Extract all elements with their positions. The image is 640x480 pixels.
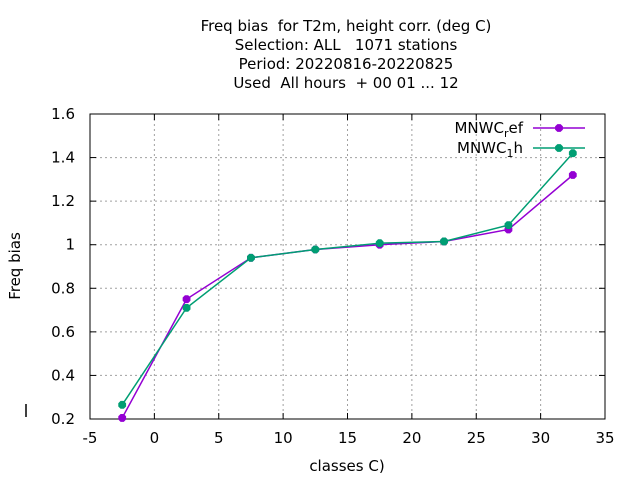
x-tick-label: 35 <box>595 429 614 447</box>
title-line-1: Freq bias for T2m, height corr. (deg C) <box>200 17 492 35</box>
title-line-3: Period: 20220816-20220825 <box>238 55 454 73</box>
y-tick-label: 0.4 <box>51 366 75 384</box>
y-tick-label: 1.6 <box>51 105 75 123</box>
series-mnwc-ref <box>118 171 577 422</box>
data-point <box>568 149 577 158</box>
x-tick-label: 5 <box>214 429 224 447</box>
series-line <box>121 174 574 419</box>
series-line <box>121 152 574 406</box>
y-tick-label: 1 <box>65 236 75 254</box>
data-point <box>440 237 448 246</box>
y-tick-label: 0.6 <box>51 323 75 341</box>
series-mnwc-1h <box>118 149 577 409</box>
y-tick-label: 0.8 <box>51 279 75 297</box>
data-point <box>311 245 320 254</box>
x-axis-label: classes C) <box>309 457 384 475</box>
data-point <box>182 303 191 312</box>
data-point <box>555 124 563 132</box>
axes: -5 0 5 10 15 20 25 30 35 0.2 0.4 0.6 0.8 1 1.2 1.4 1.6 <box>51 105 614 447</box>
data-point <box>555 144 563 152</box>
grid <box>90 114 605 419</box>
title-line-4: Used All hours + 00 01 ... 12 <box>233 74 459 92</box>
series-group <box>118 149 577 422</box>
x-tick-label: 15 <box>338 429 357 447</box>
data-point <box>118 413 127 422</box>
y-tick-label: 1.4 <box>51 149 75 167</box>
x-tick-label: 25 <box>467 429 486 447</box>
x-tick-label: 10 <box>274 429 293 447</box>
y-tick-label: 0.2 <box>51 410 75 428</box>
data-point <box>247 253 255 262</box>
y-axis-label: Freq bias <box>6 232 24 300</box>
x-tick-label: -5 <box>83 429 98 447</box>
data-point <box>118 400 127 409</box>
x-tick-label: 20 <box>402 429 421 447</box>
x-tick-label: 30 <box>531 429 550 447</box>
data-point <box>375 239 384 248</box>
x-tick-label: 0 <box>150 429 160 447</box>
data-point <box>182 295 191 304</box>
y-tick-label: 1.2 <box>51 192 75 210</box>
legend-label: MNWCref <box>454 119 523 140</box>
data-point <box>568 171 577 179</box>
legend-label: MNWC1h <box>457 139 523 160</box>
title-line-2: Selection: ALL 1071 stations <box>234 36 458 54</box>
data-point <box>504 221 513 230</box>
